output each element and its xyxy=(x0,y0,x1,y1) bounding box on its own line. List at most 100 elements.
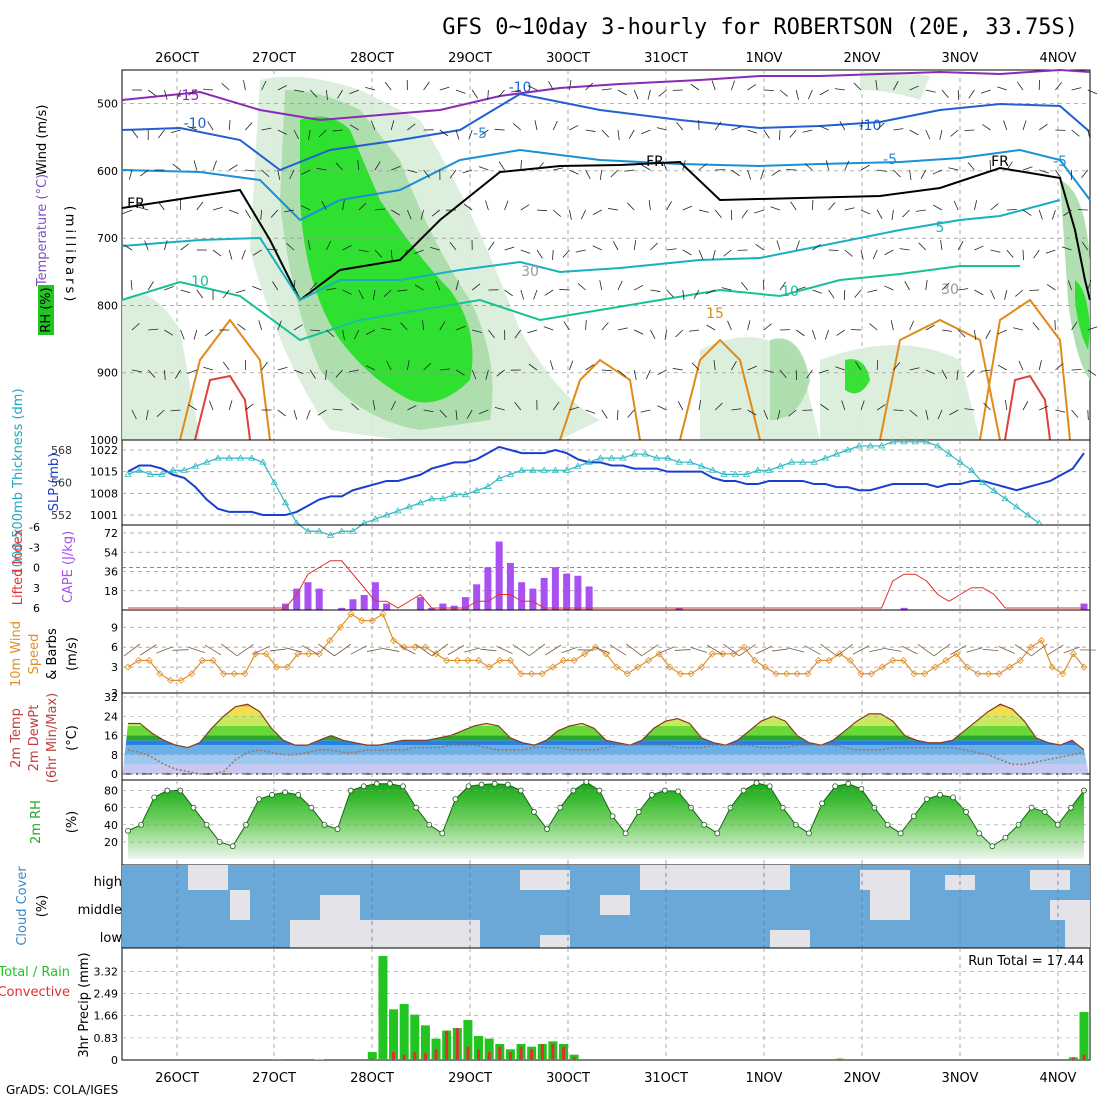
top-date-label: 31OCT xyxy=(644,51,688,66)
wind-barb xyxy=(401,249,408,259)
wind-barb xyxy=(957,89,960,101)
rh-point xyxy=(989,843,996,850)
wind-barb xyxy=(562,249,570,258)
isotherm-15-e xyxy=(979,298,1071,441)
rh-point xyxy=(753,779,760,786)
thickness-point xyxy=(1012,503,1021,510)
wind-barb xyxy=(937,409,943,420)
wind-speed-point xyxy=(230,670,238,678)
wind-barb xyxy=(940,240,943,251)
wind-barb xyxy=(795,240,800,251)
pressure-tick-label: 500 xyxy=(97,98,118,111)
wind-barb-10m xyxy=(836,643,854,657)
precip-panel-labels: Total / Rain Convective 3hr Precip (mm) xyxy=(0,952,92,1057)
wind-barb xyxy=(374,208,385,211)
wind-speed-point xyxy=(400,643,408,651)
wind-barb xyxy=(599,280,603,291)
wind-barb xyxy=(1061,246,1072,251)
thickness-point xyxy=(529,466,537,473)
thickness-point xyxy=(158,470,166,477)
wind-barb xyxy=(656,127,667,131)
wind-barb xyxy=(974,289,984,296)
rh-point xyxy=(531,809,537,815)
wind-barb-10m xyxy=(544,644,562,656)
wind-barb xyxy=(1018,360,1024,371)
wind-barb-10m xyxy=(820,643,837,657)
wind-barb xyxy=(666,201,672,211)
wind-barb xyxy=(983,402,991,411)
wind-barb xyxy=(585,82,594,91)
pressure-tick-label: 1000 xyxy=(90,434,118,447)
cape-bar xyxy=(371,582,379,610)
wind-barb xyxy=(1055,409,1066,413)
wind-barb xyxy=(372,289,376,300)
thickness-point xyxy=(203,458,211,465)
wind-barb xyxy=(372,400,376,411)
wind-barb xyxy=(293,409,298,420)
thickness-point xyxy=(675,458,683,465)
contour-label: 10 xyxy=(191,274,209,290)
wind-barb xyxy=(627,409,635,418)
wind-barb xyxy=(771,169,781,176)
wind-barb-10m xyxy=(334,643,351,657)
wind-barb xyxy=(569,80,572,91)
cape-bar xyxy=(484,567,492,610)
wind-barb xyxy=(974,245,984,251)
wind-barb xyxy=(796,286,806,291)
wind-barb-10m xyxy=(431,643,449,657)
wind-label-1: 10m Wind xyxy=(9,621,24,687)
wind-barb xyxy=(158,201,165,211)
isotherm-20-a xyxy=(194,374,251,441)
wind-barb xyxy=(400,322,408,331)
wind-speed-point xyxy=(1069,650,1077,658)
wind-barb xyxy=(807,89,813,100)
thickness-point xyxy=(461,490,470,498)
temp-band xyxy=(122,725,1090,736)
wind-speed-point xyxy=(166,676,175,684)
wind-barb-10m xyxy=(139,644,157,656)
wind-barb xyxy=(876,404,886,411)
contour-label: 5 xyxy=(936,220,945,236)
wind-speed-point xyxy=(326,636,334,645)
wind-barb-10m xyxy=(253,645,270,655)
wind-barb xyxy=(1039,405,1049,411)
precip-convective-bar xyxy=(487,1052,491,1060)
wind-barb xyxy=(828,249,839,251)
wind-barb xyxy=(222,361,230,371)
rh-shading-region xyxy=(820,345,980,440)
wind-barb xyxy=(386,360,392,371)
wind-speed-point xyxy=(1006,663,1014,671)
wind-barb xyxy=(455,89,466,94)
wind-barb xyxy=(309,282,318,291)
wind-barb-10m xyxy=(1014,644,1032,656)
wind-barb xyxy=(326,240,332,251)
precip-convective-bar xyxy=(572,1057,576,1060)
cape-bar xyxy=(349,599,357,610)
wind-speed-point xyxy=(719,650,727,658)
wind-barb xyxy=(876,122,885,131)
slp-tick-label: 1001 xyxy=(90,509,118,522)
slp-label-slp: SLP (mb) xyxy=(47,453,62,512)
rh-point xyxy=(256,796,262,803)
wind-barb xyxy=(747,169,752,180)
wind-barb xyxy=(209,400,214,411)
cape-bar xyxy=(304,582,312,610)
wind-barb xyxy=(789,129,797,138)
contour-label: 10 xyxy=(781,284,799,300)
thickness-point xyxy=(540,466,548,473)
wind-barb xyxy=(308,129,311,140)
thickness-point xyxy=(191,462,200,469)
wind-speed-point xyxy=(644,656,653,665)
wind-barb xyxy=(714,209,722,219)
wind-barb xyxy=(229,209,239,214)
wind-barb xyxy=(365,365,376,371)
wind-barb xyxy=(430,247,440,251)
wind-barb xyxy=(348,369,359,373)
wind-barb xyxy=(601,129,610,138)
wind-barb xyxy=(754,209,764,214)
wind-barb xyxy=(180,289,191,294)
wind-barb xyxy=(212,206,223,211)
wind-speed-point xyxy=(262,650,270,658)
wind-barb xyxy=(383,289,392,298)
wind-barb xyxy=(228,120,231,131)
